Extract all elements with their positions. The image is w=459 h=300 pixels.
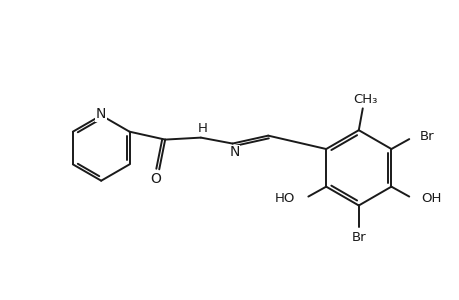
- Text: Br: Br: [351, 231, 365, 244]
- Text: O: O: [150, 172, 160, 186]
- Text: Br: Br: [419, 130, 434, 142]
- Text: H: H: [197, 122, 207, 135]
- Text: N: N: [229, 146, 239, 160]
- Text: CH₃: CH₃: [353, 93, 377, 106]
- Text: HO: HO: [274, 192, 295, 205]
- Text: N: N: [96, 107, 106, 121]
- Text: OH: OH: [420, 192, 441, 205]
